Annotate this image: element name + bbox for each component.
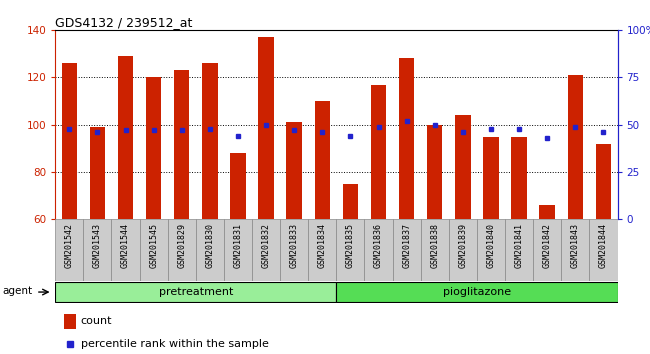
- Bar: [62, 63, 77, 219]
- Bar: [399, 58, 415, 219]
- Bar: [202, 63, 218, 219]
- Text: agent: agent: [3, 286, 33, 296]
- Bar: [280, 219, 308, 281]
- Text: GSM201833: GSM201833: [290, 223, 299, 268]
- Text: GSM201829: GSM201829: [177, 223, 187, 268]
- Bar: [83, 219, 112, 281]
- Text: GSM201835: GSM201835: [346, 223, 355, 268]
- Bar: [230, 153, 246, 219]
- Text: GSM201834: GSM201834: [318, 223, 327, 268]
- Bar: [337, 282, 618, 302]
- Bar: [224, 219, 252, 281]
- Bar: [512, 137, 527, 219]
- Bar: [590, 219, 618, 281]
- Text: GSM201837: GSM201837: [402, 223, 411, 268]
- Bar: [196, 219, 224, 281]
- Bar: [315, 101, 330, 219]
- Text: pretreatment: pretreatment: [159, 287, 233, 297]
- Text: GSM201838: GSM201838: [430, 223, 439, 268]
- Bar: [370, 85, 386, 219]
- Bar: [455, 115, 471, 219]
- Text: GSM201830: GSM201830: [205, 223, 214, 268]
- Text: GSM201544: GSM201544: [121, 223, 130, 268]
- Text: GSM201841: GSM201841: [515, 223, 524, 268]
- Bar: [505, 219, 533, 281]
- Bar: [118, 56, 133, 219]
- Bar: [533, 219, 561, 281]
- Text: GSM201842: GSM201842: [543, 223, 552, 268]
- Text: GDS4132 / 239512_at: GDS4132 / 239512_at: [55, 16, 192, 29]
- Text: GSM201839: GSM201839: [458, 223, 467, 268]
- Bar: [427, 125, 443, 219]
- Text: percentile rank within the sample: percentile rank within the sample: [81, 339, 268, 349]
- Bar: [540, 205, 555, 219]
- Bar: [449, 219, 477, 281]
- Text: GSM201543: GSM201543: [93, 223, 102, 268]
- Bar: [561, 219, 590, 281]
- Bar: [477, 219, 505, 281]
- Bar: [90, 127, 105, 219]
- Text: GSM201832: GSM201832: [261, 223, 270, 268]
- Bar: [595, 144, 611, 219]
- Text: GSM201844: GSM201844: [599, 223, 608, 268]
- Text: count: count: [81, 316, 112, 326]
- Bar: [258, 37, 274, 219]
- Bar: [55, 219, 83, 281]
- Bar: [287, 122, 302, 219]
- Bar: [421, 219, 448, 281]
- Bar: [55, 282, 337, 302]
- Bar: [252, 219, 280, 281]
- Bar: [483, 137, 499, 219]
- Text: GSM201542: GSM201542: [65, 223, 74, 268]
- Bar: [365, 219, 393, 281]
- Text: pioglitazone: pioglitazone: [443, 287, 511, 297]
- Bar: [64, 314, 76, 329]
- Text: GSM201545: GSM201545: [149, 223, 158, 268]
- Bar: [343, 184, 358, 219]
- Text: GSM201831: GSM201831: [233, 223, 242, 268]
- Text: GSM201836: GSM201836: [374, 223, 383, 268]
- Bar: [174, 70, 190, 219]
- Bar: [146, 78, 161, 219]
- Bar: [337, 219, 365, 281]
- Bar: [393, 219, 421, 281]
- Bar: [112, 219, 140, 281]
- Text: GSM201840: GSM201840: [486, 223, 495, 268]
- Bar: [168, 219, 196, 281]
- Bar: [567, 75, 583, 219]
- Bar: [140, 219, 168, 281]
- Bar: [308, 219, 337, 281]
- Text: GSM201843: GSM201843: [571, 223, 580, 268]
